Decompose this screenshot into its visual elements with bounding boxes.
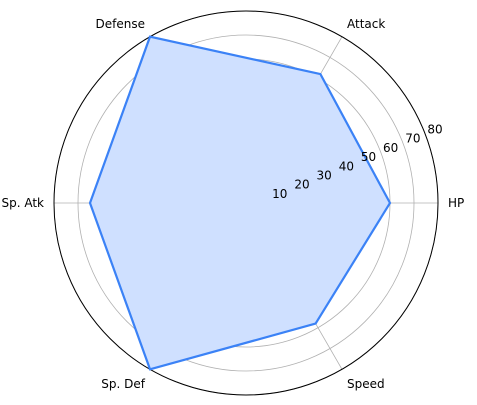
category-label: Speed xyxy=(347,377,385,391)
radial-tick-label: 60 xyxy=(383,141,398,155)
radial-tick-label: 10 xyxy=(272,187,287,201)
category-label: Sp. Def xyxy=(101,377,145,391)
category-label: Defense xyxy=(96,17,145,31)
series-area xyxy=(90,36,390,370)
radial-tick-label: 50 xyxy=(361,150,376,164)
label-layer: HP Attack Defense Sp. Atk Sp. Def Speed 10 20 30… xyxy=(1,17,464,391)
polar-spine xyxy=(53,10,439,396)
category-label: Sp. Atk xyxy=(1,196,44,210)
radial-tick-label: 40 xyxy=(339,159,354,173)
radial-tick-label: 20 xyxy=(294,178,309,192)
radial-tick-label: 70 xyxy=(405,132,420,146)
category-label: Attack xyxy=(347,17,385,31)
category-label: HP xyxy=(448,196,464,210)
radial-tick-label: 30 xyxy=(317,168,332,182)
radial-tick-label: 80 xyxy=(427,123,442,137)
series-layer xyxy=(88,35,392,371)
